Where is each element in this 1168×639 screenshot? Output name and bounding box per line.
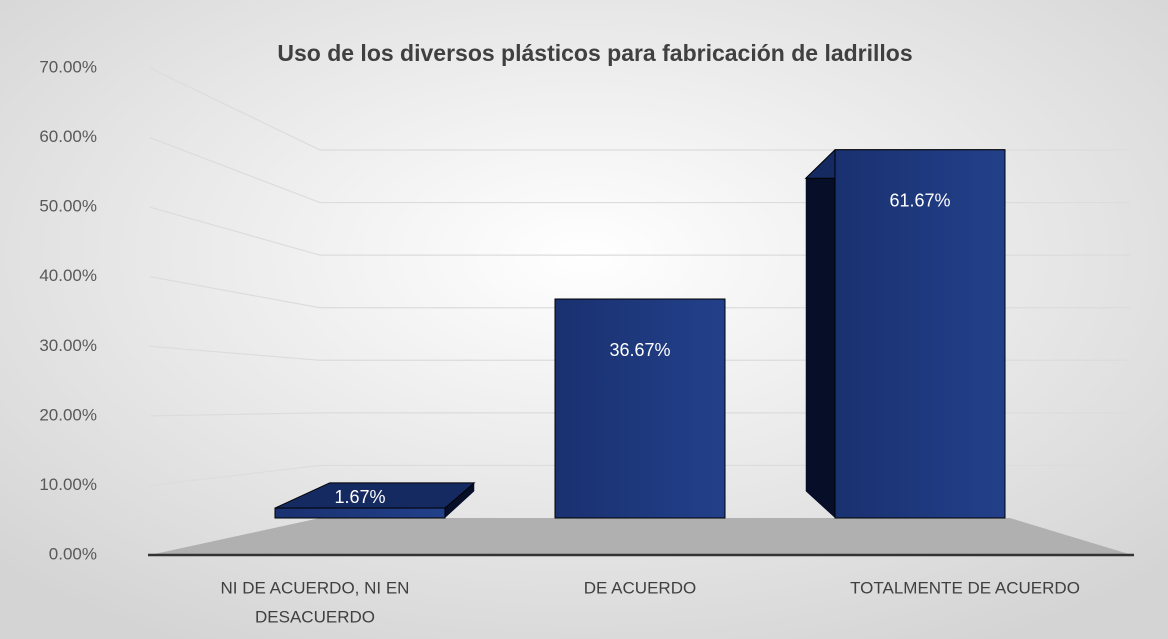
data-label: 61.67%	[889, 190, 950, 210]
y-tick-label: 50.00%	[39, 197, 97, 216]
x-tick-label: NI DE ACUERDO, NI EN	[221, 578, 410, 597]
y-tick-label: 0.00%	[49, 544, 97, 563]
y-tick-label: 70.00%	[39, 57, 97, 76]
y-tick-label: 10.00%	[39, 475, 97, 494]
y-tick-label: 40.00%	[39, 266, 97, 285]
y-tick-label: 20.00%	[39, 405, 97, 424]
data-label: 36.67%	[609, 340, 670, 360]
y-tick-label: 30.00%	[39, 336, 97, 355]
chart-title: Uso de los diversos plásticos para fabri…	[277, 40, 912, 66]
floor	[150, 518, 1132, 555]
bar	[274, 507, 446, 519]
bar	[834, 149, 1006, 519]
bar-side	[445, 482, 475, 518]
x-tick-label: DE ACUERDO	[584, 578, 696, 597]
x-tick-label: DESACUERDO	[255, 607, 375, 626]
y-tick-label: 60.00%	[39, 127, 97, 146]
data-label: 1.67%	[334, 487, 385, 507]
x-tick-label: TOTALMENTE DE ACUERDO	[850, 578, 1080, 597]
bar	[554, 298, 726, 519]
bar-side	[805, 149, 835, 518]
